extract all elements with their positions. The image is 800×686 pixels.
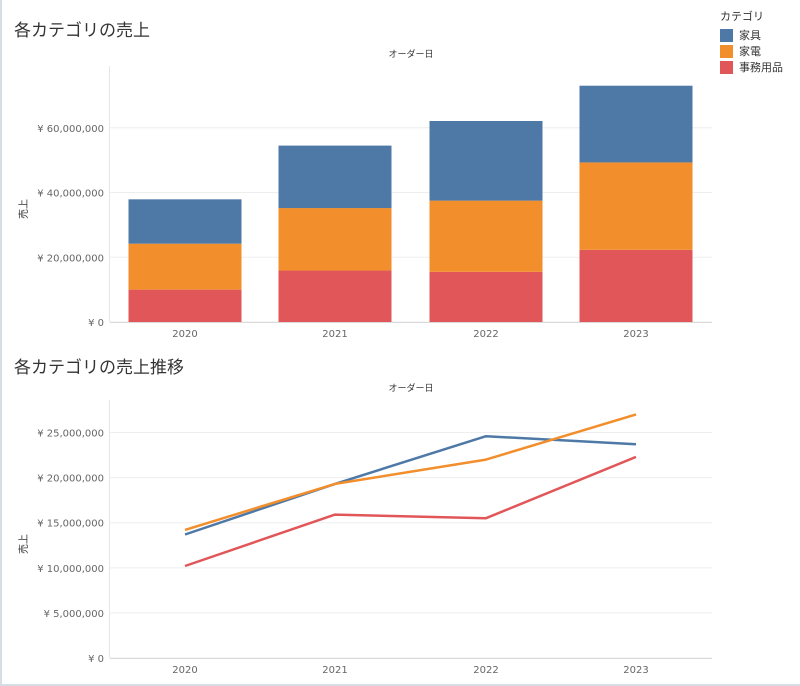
bar-chart-ytick-label: ¥ 40,000,000 xyxy=(37,189,104,200)
bar-chart-ytick-label: ¥ 60,000,000 xyxy=(37,124,104,135)
bar-segment xyxy=(579,85,693,163)
bar-chart-xtick-label: 2023 xyxy=(623,329,648,340)
line-chart-xtick-label: 2020 xyxy=(172,665,197,676)
legend-label-appliances: 家電 xyxy=(739,45,761,58)
legend-label-furniture: 家具 xyxy=(739,29,761,42)
bar-segment xyxy=(429,200,543,272)
bar-chart-ytick-label: ¥ 0 xyxy=(88,318,104,329)
line-chart-xtick-label: 2022 xyxy=(473,665,498,676)
bar-chart-xtick-label: 2022 xyxy=(473,329,498,340)
bar-segment xyxy=(128,289,242,322)
frame-left-border xyxy=(0,0,2,686)
line-chart-ytick-label: ¥ 15,000,000 xyxy=(37,519,104,530)
legend-label-office-supplies: 事務用品 xyxy=(739,61,783,74)
legend-swatch-appliances xyxy=(720,44,733,58)
bar-segment xyxy=(579,162,693,250)
frame-bottom-border xyxy=(0,684,800,686)
bar-segment xyxy=(429,120,543,201)
bar-chart-xtick-label: 2021 xyxy=(322,329,347,340)
line-chart-ytick-label: ¥ 25,000,000 xyxy=(37,429,104,440)
series-line xyxy=(184,455,637,568)
line-chart-ytick-label: ¥ 10,000,000 xyxy=(37,564,104,575)
legend-swatch-furniture xyxy=(720,28,733,42)
legend-item-office-supplies[interactable]: 事務用品 xyxy=(720,59,783,75)
legend: カテゴリ 家具 家電 事務用品 xyxy=(720,8,783,75)
line-chart-xaxis-title: オーダー日 xyxy=(388,382,433,394)
bar-segment xyxy=(128,243,242,290)
bar-chart-xtick-label: 2020 xyxy=(172,329,197,340)
bar-segment xyxy=(429,271,543,322)
bar-chart-ytick-label: ¥ 20,000,000 xyxy=(37,253,104,264)
bar-segment xyxy=(278,145,392,209)
line-chart-xtick-label: 2021 xyxy=(322,665,347,676)
line-chart-ytick-label: ¥ 20,000,000 xyxy=(37,474,104,485)
bar-segment xyxy=(278,270,392,322)
line-chart-yaxis-title: 売上 xyxy=(17,534,30,554)
legend-item-appliances[interactable]: 家電 xyxy=(720,43,783,59)
bar-chart-xaxis-title: オーダー日 xyxy=(388,48,433,60)
bar-segment xyxy=(579,249,693,322)
legend-swatch-office-supplies xyxy=(720,60,733,74)
bar-segment xyxy=(128,199,242,244)
bar-segment xyxy=(278,208,392,271)
line-chart-ytick-label: ¥ 0 xyxy=(88,654,104,665)
line-chart-xtick-label: 2023 xyxy=(623,665,648,676)
line-chart-ytick-label: ¥ 5,000,000 xyxy=(44,609,104,620)
chart2-title: 各カテゴリの売上推移 xyxy=(14,358,184,378)
chart1-title: 各カテゴリの売上 xyxy=(14,21,150,41)
bar-chart-yaxis-title: 売上 xyxy=(17,199,30,219)
legend-title: カテゴリ xyxy=(720,10,764,23)
legend-item-furniture[interactable]: 家具 xyxy=(720,27,783,43)
series-line xyxy=(184,413,637,532)
series-line xyxy=(184,434,637,536)
